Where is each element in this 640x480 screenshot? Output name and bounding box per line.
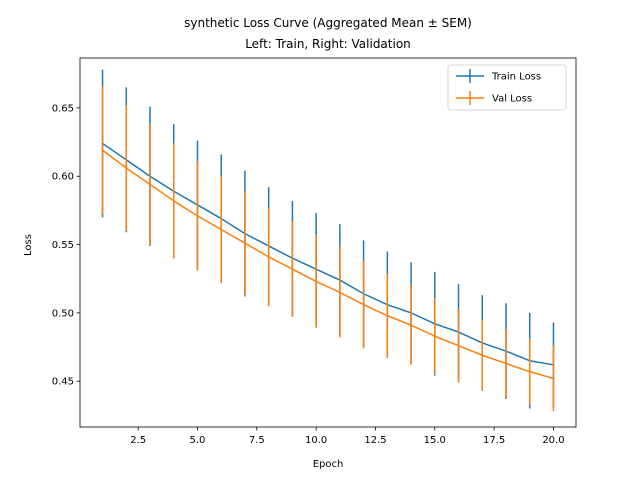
chart-title-line-2: Left: Train, Right: Validation	[245, 37, 411, 51]
x-tick-label: 7.5	[249, 435, 265, 446]
y-tick-label: 0.45	[52, 377, 74, 388]
y-tick-label: 0.55	[52, 240, 74, 251]
legend: Train Loss Val Loss	[447, 64, 567, 111]
series-val-loss	[101, 86, 555, 412]
y-tick-label: 0.60	[52, 172, 74, 183]
x-tick-label: 10.0	[305, 435, 327, 446]
x-axis-label: Epoch	[313, 459, 344, 470]
x-tick-label: 15.0	[424, 435, 446, 446]
x-tick-label: 12.5	[364, 435, 386, 446]
legend-label: Train Loss	[491, 72, 541, 83]
axes: 2.5 5.0 7.5 10.0 12.5 15.0 17.5 20.0 0.45 0.50 0.5…	[52, 57, 577, 446]
x-tick-label: 17.5	[483, 435, 505, 446]
legend-label: Val Loss	[492, 94, 532, 105]
x-tick-label: 5.0	[190, 435, 206, 446]
y-tick-label: 0.65	[52, 103, 74, 114]
chart-title-line-1: synthetic Loss Curve (Aggregated Mean ± …	[184, 16, 472, 30]
series-line	[101, 142, 555, 366]
y-axis-label: Loss	[23, 234, 34, 256]
legend-entry: Val Loss	[456, 91, 532, 105]
plot-area	[101, 69, 555, 412]
x-tick-label: 2.5	[130, 435, 146, 446]
legend-entry: Train Loss	[456, 69, 541, 83]
axes-frame	[79, 57, 577, 428]
series-line	[101, 149, 555, 380]
x-tick-label: 20.0	[542, 435, 564, 446]
y-tick-label: 0.50	[52, 308, 74, 319]
